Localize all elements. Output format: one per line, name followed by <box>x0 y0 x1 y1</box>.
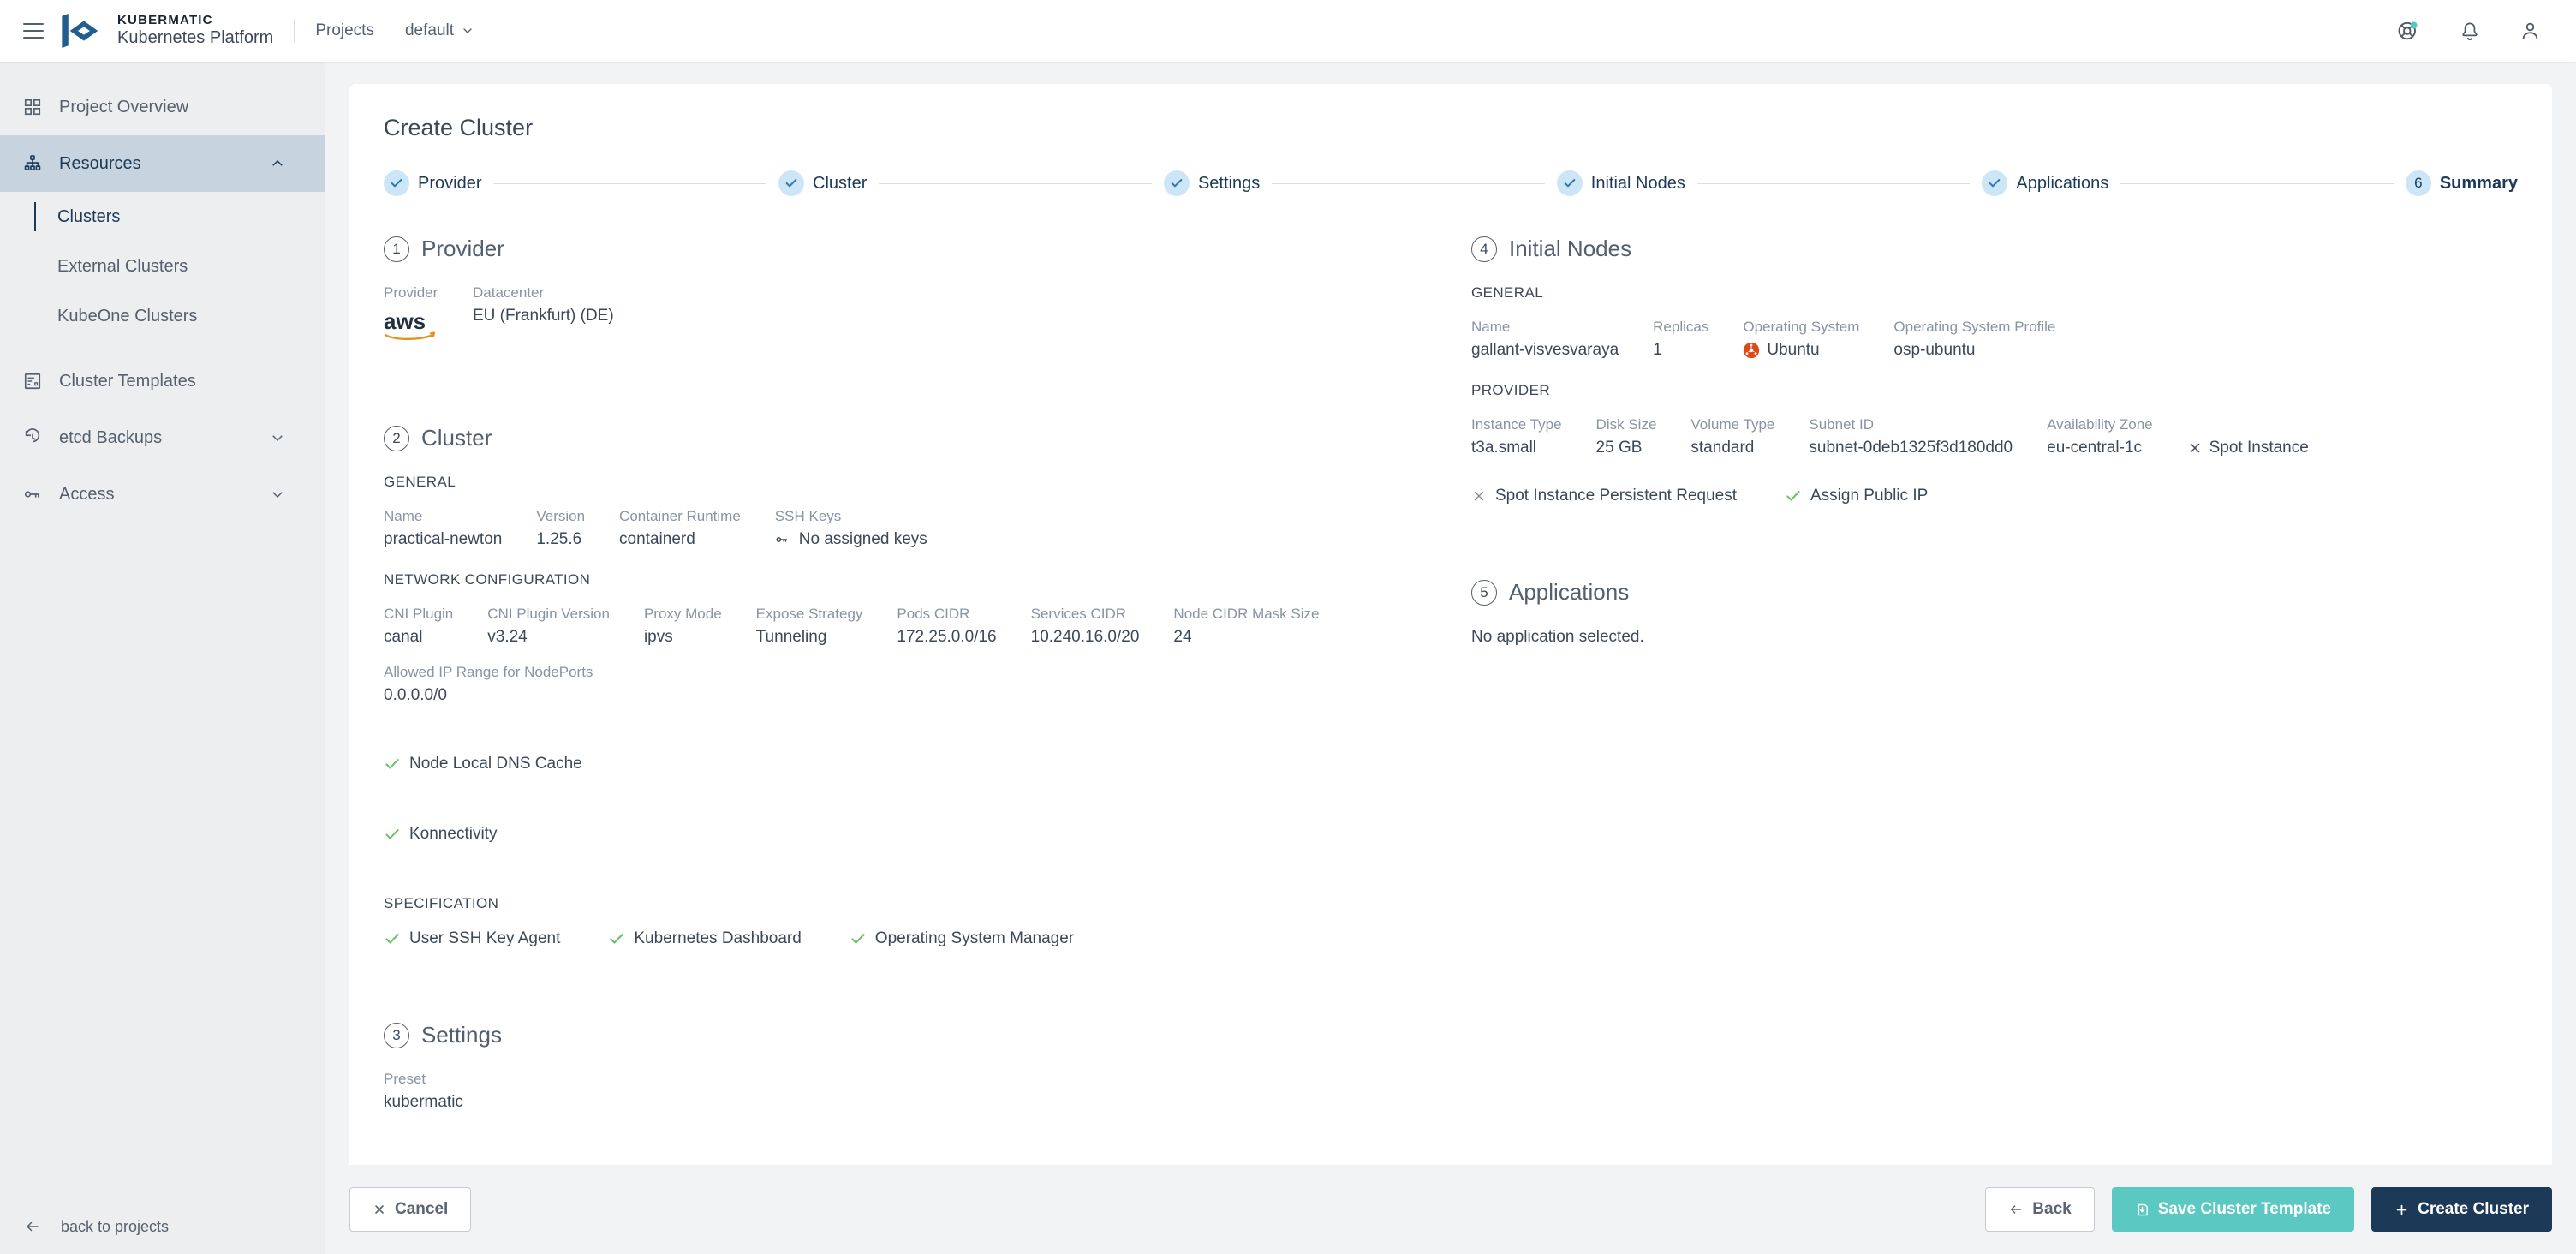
svg-text:aws: aws <box>384 308 426 334</box>
